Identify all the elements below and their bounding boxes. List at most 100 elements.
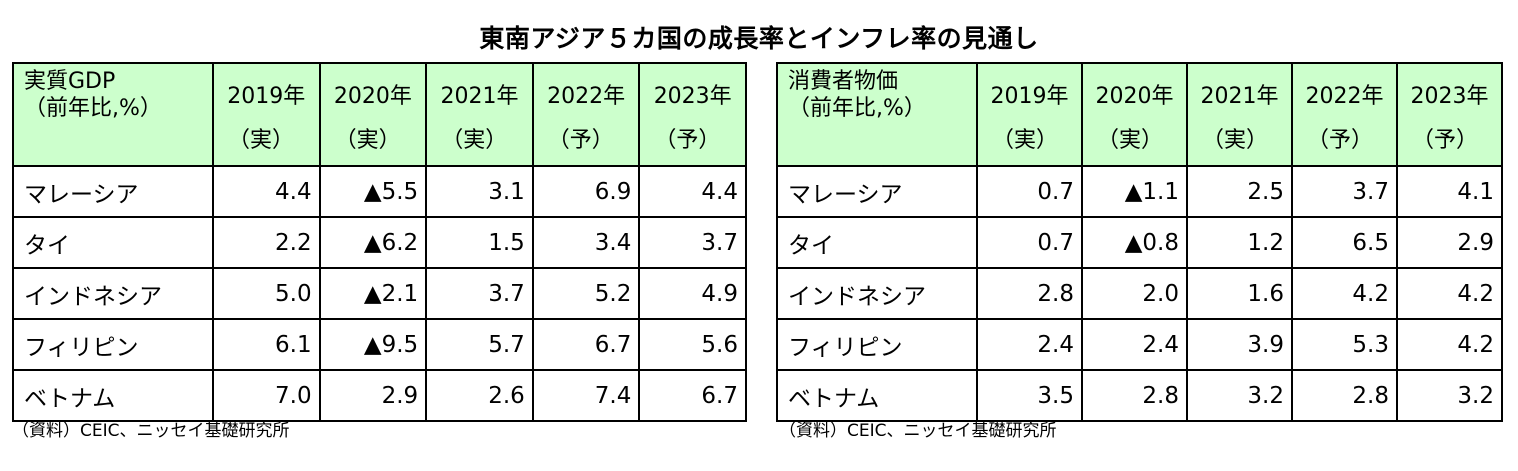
data-cell: 4.4 (212, 165, 321, 218)
year-label: 2020年 (1095, 84, 1174, 109)
chart-title: 東南アジア５カ国の成長率とインフレ率の見通し (479, 24, 1039, 53)
data-cell: 3.4 (531, 216, 641, 269)
data-cell: 7.0 (212, 369, 321, 422)
data-cell: 2.8 (1291, 369, 1398, 422)
data-cell: 5.3 (1291, 318, 1398, 371)
gdp-col-header: 2019年 （実） (212, 62, 321, 167)
table-row: マレーシア 4.4 ▲5.5 3.1 6.9 4.4 (12, 165, 747, 218)
data-cell: 6.7 (531, 318, 641, 371)
year-label: 2023年 (653, 84, 732, 109)
cpi-col-header: 2022年 （予） (1291, 62, 1398, 167)
year-label: 2020年 (333, 84, 412, 109)
data-cell: 4.4 (638, 165, 747, 218)
data-cell: 3.9 (1186, 318, 1293, 371)
data-cell: 6.5 (1291, 216, 1398, 269)
data-cell: ▲6.2 (318, 216, 428, 269)
table-row: インドネシア 2.8 2.0 1.6 4.2 4.2 (776, 267, 1503, 320)
country-name: ベトナム (12, 369, 214, 422)
country-name: マレーシア (12, 165, 214, 218)
data-cell: 5.2 (531, 267, 641, 320)
gdp-header-row: 実質GDP （前年比,%） 2019年 （実） 2020年 （実） 2021年 （実）… (12, 62, 747, 167)
table-row: フィリピン 2.4 2.4 3.9 5.3 4.2 (776, 318, 1503, 371)
gdp-col-header: 2022年 （予） (531, 62, 641, 167)
cpi-header-label: 消費者物価 （前年比,%） (776, 62, 978, 167)
cpi-table: 消費者物価 （前年比,%） 2019年 （実） 2020年 （実） 2021年 （実）… (776, 62, 1503, 422)
data-cell: 3.7 (425, 267, 534, 320)
data-cell: 5.0 (212, 267, 321, 320)
gdp-header-unit: （前年比,%） (24, 96, 162, 121)
gdp-col-header: 2023年 （予） (638, 62, 747, 167)
cpi-header-unit: （前年比,%） (788, 96, 926, 121)
data-cell: 4.2 (1396, 318, 1503, 371)
year-label: 2021年 (1200, 84, 1279, 109)
year-label: 2019年 (227, 84, 306, 109)
data-cell: 3.5 (976, 369, 1083, 422)
gdp-col-header: 2020年 （実） (318, 62, 428, 167)
data-cell: 1.6 (1186, 267, 1293, 320)
year-label: 2023年 (1410, 84, 1489, 109)
status-label: （予） (1412, 128, 1479, 153)
data-cell: 6.1 (212, 318, 321, 371)
year-label: 2021年 (440, 84, 519, 109)
country-name: フィリピン (12, 318, 214, 371)
status-label: （実） (1097, 128, 1164, 153)
status-label: （実） (441, 128, 508, 153)
country-name: マレーシア (776, 165, 978, 218)
gdp-source-note: （資料）CEIC、ニッセイ基礎研究所 (12, 421, 290, 441)
data-cell: 2.0 (1081, 267, 1188, 320)
data-cell: 7.4 (531, 369, 641, 422)
gdp-col-header: 2021年 （実） (425, 62, 534, 167)
table-row: インドネシア 5.0 ▲2.1 3.7 5.2 4.9 (12, 267, 747, 320)
status-label: （実） (1202, 128, 1269, 153)
gdp-table: 実質GDP （前年比,%） 2019年 （実） 2020年 （実） 2021年 （実）… (12, 62, 747, 422)
gdp-header-label: 実質GDP （前年比,%） (12, 62, 214, 167)
data-cell: 6.7 (638, 369, 747, 422)
data-cell: ▲9.5 (318, 318, 428, 371)
status-label: （実） (334, 128, 401, 153)
data-cell: ▲2.1 (318, 267, 428, 320)
data-cell: 2.4 (1081, 318, 1188, 371)
table-row: タイ 0.7 ▲0.8 1.2 6.5 2.9 (776, 216, 1503, 269)
data-cell: 3.7 (1291, 165, 1398, 218)
data-cell: 2.4 (976, 318, 1083, 371)
table-row: マレーシア 0.7 ▲1.1 2.5 3.7 4.1 (776, 165, 1503, 218)
cpi-col-header: 2021年 （実） (1186, 62, 1293, 167)
data-cell: 5.7 (425, 318, 534, 371)
country-name: インドネシア (12, 267, 214, 320)
country-name: タイ (12, 216, 214, 269)
status-label: （予） (1307, 128, 1374, 153)
data-cell: 2.2 (212, 216, 321, 269)
country-name: タイ (776, 216, 978, 269)
data-cell: 2.5 (1186, 165, 1293, 218)
table-row: タイ 2.2 ▲6.2 1.5 3.4 3.7 (12, 216, 747, 269)
cpi-header-row: 消費者物価 （前年比,%） 2019年 （実） 2020年 （実） 2021年 （実）… (776, 62, 1503, 167)
table-row: ベトナム 7.0 2.9 2.6 7.4 6.7 (12, 369, 747, 422)
gdp-header-title: 実質GDP (24, 69, 116, 94)
status-label: （実） (992, 128, 1059, 153)
status-label: （予） (654, 128, 721, 153)
data-cell: 4.2 (1396, 267, 1503, 320)
country-name: インドネシア (776, 267, 978, 320)
data-cell: 2.8 (1081, 369, 1188, 422)
table-row: フィリピン 6.1 ▲9.5 5.7 6.7 5.6 (12, 318, 747, 371)
table-row: ベトナム 3.5 2.8 3.2 2.8 3.2 (776, 369, 1503, 422)
data-cell: 0.7 (976, 216, 1083, 269)
data-cell: 3.2 (1396, 369, 1503, 422)
data-cell: 4.2 (1291, 267, 1398, 320)
data-cell: 1.5 (425, 216, 534, 269)
year-label: 2019年 (990, 84, 1069, 109)
country-name: ベトナム (776, 369, 978, 422)
data-cell: 6.9 (531, 165, 641, 218)
data-cell: 5.6 (638, 318, 747, 371)
cpi-col-header: 2020年 （実） (1081, 62, 1188, 167)
cpi-col-header: 2019年 （実） (976, 62, 1083, 167)
year-label: 2022年 (547, 84, 626, 109)
data-cell: 2.6 (425, 369, 534, 422)
year-label: 2022年 (1305, 84, 1384, 109)
country-name: フィリピン (776, 318, 978, 371)
cpi-col-header: 2023年 （予） (1396, 62, 1503, 167)
data-cell: 3.1 (425, 165, 534, 218)
data-cell: 1.2 (1186, 216, 1293, 269)
data-cell: 4.1 (1396, 165, 1503, 218)
data-cell: ▲0.8 (1081, 216, 1188, 269)
